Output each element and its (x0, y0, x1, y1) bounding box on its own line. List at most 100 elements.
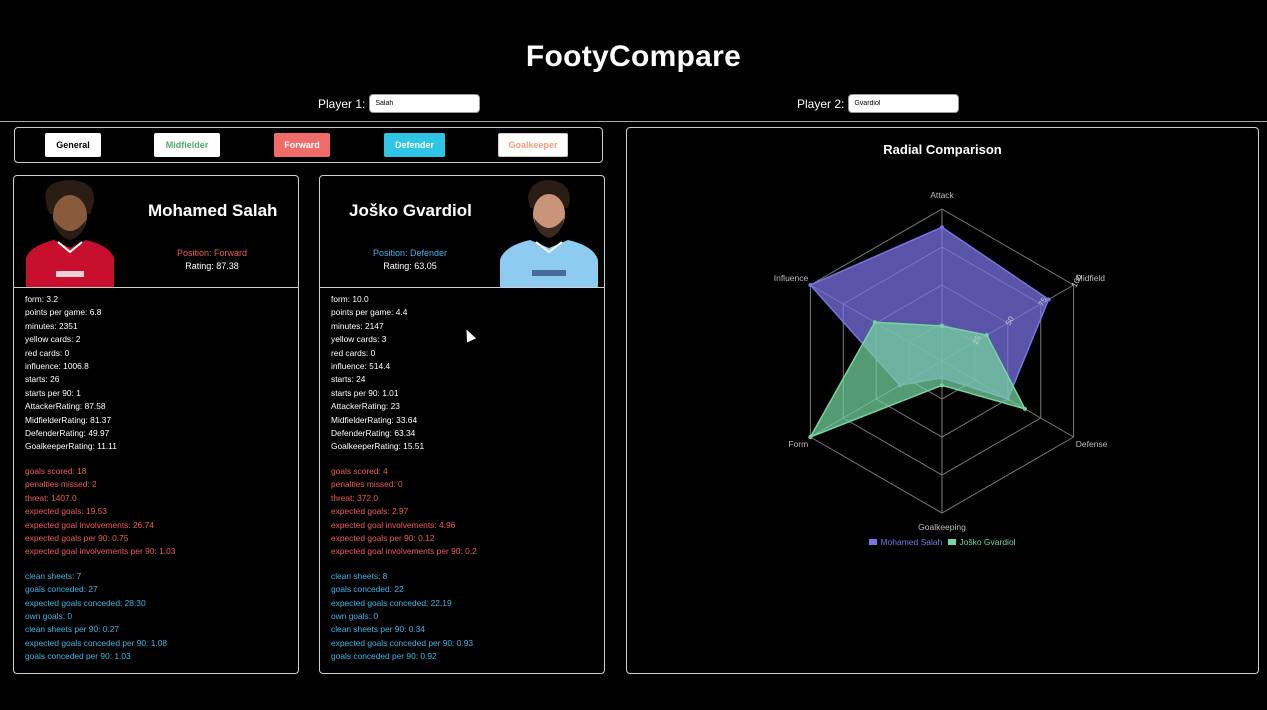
legend-label-player1: Mohamed Salah (880, 537, 943, 547)
radar-legend: Mohamed Salah Joško Gvardiol (627, 537, 1258, 547)
stat-general: GoalkeeperRating: 15.51 (331, 441, 425, 452)
stat-attack: penalties missed: 2 (25, 479, 97, 490)
stat-general: starts per 90: 1.01 (331, 387, 399, 398)
stats-group-gap (331, 559, 477, 570)
stat-defense: expected goals conceded: 22.19 (331, 597, 452, 608)
stat-general: influence: 1006.8 (25, 361, 89, 372)
player1-input-row: Player 1: (318, 94, 481, 113)
stat-general: yellow cards: 2 (25, 334, 81, 345)
stat-attack: expected goals: 2.97 (331, 506, 409, 517)
stat-defense: own goals: 0 (331, 610, 379, 621)
legend-item-player2[interactable]: Joško Gvardiol (948, 537, 1016, 547)
radar-axis-label: Midfield (1076, 273, 1106, 283)
player2-card: Joško Gvardiol Position: Defender Rating… (319, 175, 605, 674)
player2-photo (500, 180, 598, 288)
tab-general[interactable]: General (45, 133, 101, 157)
card-head-divider (320, 287, 604, 288)
player1-sponsor (56, 271, 84, 277)
stat-attack: expected goal involvements per 90: 1.03 (25, 546, 176, 557)
radar-point-series-1 (940, 225, 944, 230)
position-tab-bar (14, 127, 603, 163)
stat-defense: own goals: 0 (25, 610, 73, 621)
player2-rating: Rating: 63.05 (383, 261, 437, 271)
player1-stats: form: 3.2 points per game: 6.8 minutes: 23… (25, 293, 175, 664)
stat-general: DefenderRating: 49.97 (25, 428, 110, 439)
player1-shirt (26, 240, 114, 288)
app-title: FootyCompare (525, 40, 742, 73)
stat-general: form: 10.0 (331, 294, 369, 304)
stat-defense: clean sheets: 8 (331, 570, 388, 581)
card-head-divider (14, 287, 298, 288)
stat-attack: penalties missed: 0 (331, 479, 403, 490)
stat-attack: threat: 372.0 (331, 492, 379, 503)
radar-panel: Radial Comparison 25 50 75 100 Attack Midfiel… (626, 127, 1259, 674)
player2-sponsor (532, 270, 566, 276)
radar-point-series-2 (940, 324, 944, 329)
stat-general: starts: 24 (331, 374, 366, 385)
radar-point-series-2 (808, 435, 813, 439)
stat-defense: goals conceded per 90: 0.92 (331, 651, 437, 662)
stat-defense: clean sheets per 90: 0.27 (25, 624, 120, 635)
tab-defender[interactable]: Defender (384, 133, 445, 157)
stat-general: AttackerRating: 23 (331, 401, 400, 412)
stat-attack: expected goals per 90: 0.75 (25, 532, 129, 543)
radar-axis-label: Defense (1076, 439, 1108, 449)
radar-point-series-2 (984, 333, 989, 338)
tab-midfielder[interactable]: Midfielder (154, 133, 220, 157)
stat-general: red cards: 0 (25, 347, 70, 358)
radar-axis-label: Goalkeeping (918, 522, 966, 532)
radar-point-series-2 (1022, 406, 1027, 411)
tab-defender-label: Defender (394, 140, 434, 150)
player1-name: Mohamed Salah (148, 201, 278, 220)
tab-forward[interactable]: Forward (274, 133, 330, 157)
player2-beard (534, 218, 564, 238)
player2-collar (535, 241, 563, 254)
tab-forward-label: Forward (284, 140, 320, 150)
stat-general: minutes: 2351 (25, 320, 78, 331)
player2-position: Position: Defender (372, 248, 448, 258)
player1-label: Player 1: (318, 96, 366, 111)
player1-input[interactable] (369, 94, 481, 113)
radar-axis-label: Influence (774, 273, 809, 283)
stat-general: GoalkeeperRating: 11.11 (25, 441, 117, 452)
radar-chart: 255075100AttackMidfieldDefenseGoalkeepin… (774, 190, 1108, 532)
player1-photo (26, 180, 114, 288)
tab-midfielder-label: Midfielder (165, 140, 209, 150)
radar-point-series-2 (940, 383, 944, 388)
legend-swatch-player1 (869, 539, 878, 545)
stat-attack: threat: 1407.0 (25, 492, 77, 503)
player2-input-row: Player 2: (797, 94, 960, 113)
stat-general: red cards: 0 (331, 347, 376, 358)
stat-attack: expected goal involvements: 26.74 (25, 519, 154, 530)
stat-attack: expected goal involvements per 90: 0.2 (331, 546, 477, 557)
stat-general: starts per 90: 1 (25, 387, 81, 398)
player1-position: Position: Forward (176, 248, 248, 258)
player1-beard (54, 220, 86, 240)
player2-input[interactable] (848, 94, 960, 113)
tab-goalkeeper[interactable]: Goalkeeper (498, 133, 568, 157)
radar-axis-label: Attack (930, 190, 954, 200)
legend-item-player1[interactable]: Mohamed Salah (869, 537, 942, 547)
stat-attack: expected goal involvements: 4.96 (331, 519, 456, 530)
stat-general: influence: 514.4 (331, 361, 391, 372)
stat-attack: expected goals: 19.53 (25, 506, 107, 517)
player2-stats: form: 10.0 points per game: 4.4 minutes: 2… (331, 293, 477, 664)
stat-general: MidfielderRating: 33.64 (331, 414, 418, 425)
legend-label-player2: Joško Gvardiol (959, 537, 1016, 547)
stat-defense: expected goals conceded: 28.30 (25, 597, 146, 608)
stat-defense: clean sheets per 90: 0.34 (331, 624, 426, 635)
player1-face (53, 195, 87, 237)
stat-defense: goals conceded: 27 (25, 584, 98, 595)
stat-attack: goals scored: 18 (25, 465, 87, 476)
stat-attack: goals scored: 4 (331, 465, 388, 476)
radar-title: Radial Comparison (883, 142, 1002, 157)
stat-general: points per game: 4.4 (331, 307, 408, 318)
stat-general: yellow cards: 3 (331, 334, 387, 345)
stats-group-gap (25, 559, 175, 570)
stat-general: minutes: 2147 (331, 320, 384, 331)
player2-name: Joško Gvardiol (349, 201, 472, 220)
player2-shirt (500, 240, 598, 288)
player2-label: Player 2: (797, 96, 845, 111)
player1-card: Mohamed Salah Position: Forward Rating: … (13, 175, 299, 674)
stat-general: form: 3.2 (25, 294, 59, 304)
